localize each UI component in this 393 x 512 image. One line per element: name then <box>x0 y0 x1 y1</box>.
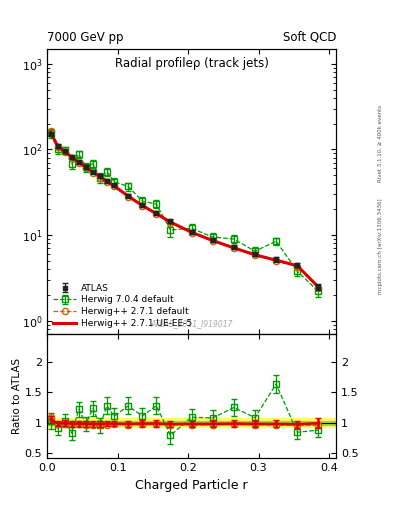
Herwig++ 2.7.1 UE-EE-5 <box>316 284 321 290</box>
Herwig++ 2.7.1 UE-EE-5 <box>126 193 130 199</box>
Text: mcplots.cern.ch [arXiv:1306.3436]: mcplots.cern.ch [arXiv:1306.3436] <box>378 198 383 293</box>
Herwig++ 2.7.1 UE-EE-5 <box>48 130 53 136</box>
Herwig++ 2.7.1 UE-EE-5 <box>140 202 145 208</box>
Herwig++ 2.7.1 UE-EE-5 <box>62 148 67 155</box>
Herwig++ 2.7.1 UE-EE-5 <box>253 252 257 258</box>
Y-axis label: Ratio to ATLAS: Ratio to ATLAS <box>12 358 22 434</box>
Herwig++ 2.7.1 UE-EE-5 <box>55 143 60 150</box>
Herwig++ 2.7.1 UE-EE-5 <box>97 174 102 180</box>
Text: Rivet 3.1.10, ≥ 400k events: Rivet 3.1.10, ≥ 400k events <box>378 105 383 182</box>
X-axis label: Charged Particle r: Charged Particle r <box>135 479 248 492</box>
Legend: ATLAS, Herwig 7.0.4 default, Herwig++ 2.7.1 default, Herwig++ 2.7.1 UE-EE-5: ATLAS, Herwig 7.0.4 default, Herwig++ 2.… <box>51 282 193 330</box>
Herwig++ 2.7.1 UE-EE-5 <box>154 210 159 217</box>
Herwig++ 2.7.1 UE-EE-5 <box>189 229 194 236</box>
Herwig++ 2.7.1 UE-EE-5 <box>70 154 74 160</box>
Bar <box>47 418 336 428</box>
Herwig++ 2.7.1 UE-EE-5 <box>231 245 236 251</box>
Herwig++ 2.7.1 UE-EE-5 <box>210 238 215 244</box>
Herwig++ 2.7.1 UE-EE-5 <box>168 219 173 225</box>
Herwig++ 2.7.1 UE-EE-5 <box>274 257 279 263</box>
Text: Soft QCD: Soft QCD <box>283 31 336 44</box>
Herwig++ 2.7.1 UE-EE-5 <box>84 164 88 170</box>
Herwig++ 2.7.1 UE-EE-5 <box>105 178 109 184</box>
Text: Radial profileρ (track jets): Radial profileρ (track jets) <box>115 57 268 70</box>
Text: ATLAS_2011_I919017: ATLAS_2011_I919017 <box>151 319 233 328</box>
Bar <box>47 421 336 425</box>
Text: 7000 GeV pp: 7000 GeV pp <box>47 31 124 44</box>
Herwig++ 2.7.1 UE-EE-5 <box>295 263 299 269</box>
Herwig++ 2.7.1 UE-EE-5 <box>77 159 81 165</box>
Herwig++ 2.7.1 UE-EE-5 <box>91 169 95 176</box>
Line: Herwig++ 2.7.1 UE-EE-5: Herwig++ 2.7.1 UE-EE-5 <box>51 133 318 287</box>
Herwig++ 2.7.1 UE-EE-5 <box>112 183 116 189</box>
